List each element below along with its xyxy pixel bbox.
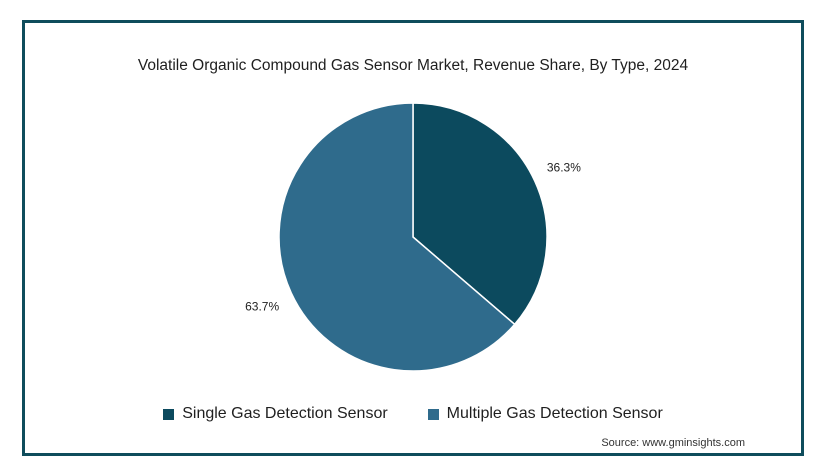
legend-swatch-single — [163, 408, 175, 420]
pie-chart: 36.3% 63.7% — [245, 102, 581, 372]
legend-label-multiple: Multiple Gas Detection Sensor — [446, 405, 663, 422]
chart-title: Volatile Organic Compound Gas Sensor Mar… — [137, 57, 689, 74]
chart-frame: Volatile Organic Compound Gas Sensor Mar… — [22, 20, 804, 456]
legend-swatch-multiple — [427, 408, 439, 420]
source-note: Source: www.gminsights.com — [601, 437, 745, 449]
slice-single — [412, 102, 548, 326]
legend-item-single: Single Gas Detection Sensor — [163, 405, 388, 423]
data-label-single: 36.3% — [547, 161, 581, 175]
legend-label-single: Single Gas Detection Sensor — [182, 405, 388, 422]
slice-multiple — [278, 102, 516, 372]
legend: Single Gas Detection Sensor Multiple Gas… — [25, 405, 801, 423]
legend-item-multiple: Multiple Gas Detection Sensor — [427, 405, 663, 423]
data-label-multiple: 63.7% — [245, 299, 279, 313]
